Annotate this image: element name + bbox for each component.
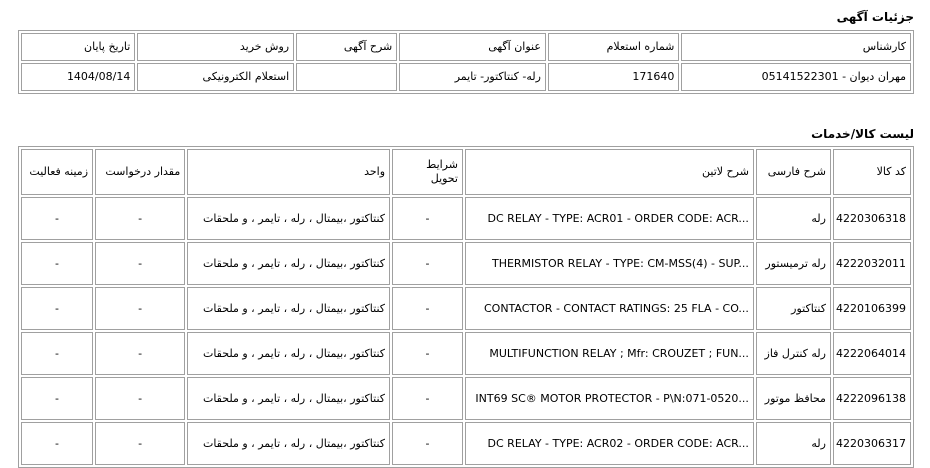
table-row: 4220306317 رله DC RELAY - TYPE: ACR02 - OR… bbox=[21, 422, 911, 465]
details-value-cell: 1404/08/14 bbox=[21, 63, 136, 91]
goods-header-cell: زمینه فعالیت bbox=[21, 149, 94, 195]
goods-cell: - bbox=[392, 242, 463, 285]
goods-cell: - bbox=[21, 422, 94, 465]
goods-cell: - bbox=[392, 422, 463, 465]
goods-cell: CONTACTOR - CONTACT RATINGS: 25 FLA - CO… bbox=[464, 287, 754, 330]
goods-cell: رله ترمیستور bbox=[755, 242, 831, 285]
goods-cell: - bbox=[21, 332, 94, 375]
goods-cell: - bbox=[21, 242, 94, 285]
goods-cell: - bbox=[95, 332, 186, 375]
goods-cell: 4220306317 bbox=[832, 422, 911, 465]
goods-cell: 4220106399 bbox=[832, 287, 911, 330]
goods-header-cell: واحد bbox=[187, 149, 391, 195]
goods-cell: - bbox=[21, 197, 94, 240]
goods-cell: DC RELAY - TYPE: ACR01 - ORDER CODE: ACR… bbox=[464, 197, 754, 240]
goods-cell: - bbox=[95, 197, 186, 240]
details-header-cell: شرح آگهی bbox=[296, 33, 398, 61]
table-row: 4222032011 رله ترمیستور THERMISTOR RELAY -… bbox=[21, 242, 911, 285]
goods-header-cell: مقدار درخواست bbox=[95, 149, 186, 195]
goods-cell: - bbox=[392, 287, 463, 330]
goods-header-row: کد کالا شرح فارسی شرح لاتین شرایط تحویل واحد… bbox=[21, 149, 911, 195]
goods-cell: کنتاکتور ،بیمتال ، رله ، تایمر ، و ملحقا… bbox=[187, 197, 391, 240]
goods-cell: - bbox=[95, 377, 186, 420]
details-header-cell: عنوان آگهی bbox=[399, 33, 546, 61]
goods-cell: INT69 SC® MOTOR PROTECTOR - P\N:071-0520… bbox=[464, 377, 754, 420]
goods-cell: - bbox=[392, 377, 463, 420]
goods-cell: - bbox=[95, 287, 186, 330]
details-value-cell: استعلام الکترونیکی bbox=[137, 63, 295, 91]
goods-header-cell: شرح لاتین bbox=[464, 149, 754, 195]
goods-cell: رله bbox=[755, 197, 831, 240]
details-value-row: مهران دیوان - 05141522301 171640 رله- کنتا… bbox=[21, 63, 911, 91]
details-header-row: کارشناس شماره استعلام عنوان آگهی شرح آگهی رو… bbox=[21, 33, 911, 61]
goods-cell: DC RELAY - TYPE: ACR02 - ORDER CODE: ACR… bbox=[464, 422, 754, 465]
goods-header-cell: شرح فارسی bbox=[755, 149, 831, 195]
details-value-cell: رله- کنتاکتور- تایمر bbox=[399, 63, 546, 91]
goods-table: کد کالا شرح فارسی شرح لاتین شرایط تحویل واحد… bbox=[18, 146, 914, 468]
goods-cell: رله bbox=[755, 422, 831, 465]
details-value-cell: 171640 bbox=[547, 63, 680, 91]
goods-cell: رله کنترل فاز bbox=[755, 332, 831, 375]
goods-cell: - bbox=[21, 287, 94, 330]
table-row: 4220106399 کنتاکتور CONTACTOR - CONTACT RA… bbox=[21, 287, 911, 330]
details-header-cell: شماره استعلام bbox=[547, 33, 680, 61]
goods-title: لیست کالا/خدمات bbox=[811, 127, 914, 141]
goods-header-cell: شرایط تحویل bbox=[392, 149, 463, 195]
goods-cell: - bbox=[392, 332, 463, 375]
table-row: 4220306318 رله DC RELAY - TYPE: ACR01 - OR… bbox=[21, 197, 911, 240]
goods-cell: - bbox=[95, 422, 186, 465]
details-value-cell: مهران دیوان - 05141522301 bbox=[681, 63, 911, 91]
goods-cell: 4222096138 bbox=[832, 377, 911, 420]
goods-cell: 4222064014 bbox=[832, 332, 911, 375]
goods-cell: کنتاکتور ،بیمتال ، رله ، تایمر ، و ملحقا… bbox=[187, 422, 391, 465]
goods-cell: - bbox=[392, 197, 463, 240]
goods-cell: کنتاکتور ،بیمتال ، رله ، تایمر ، و ملحقا… bbox=[187, 332, 391, 375]
goods-cell: THERMISTOR RELAY - TYPE: CM-MSS(4) - SUP… bbox=[464, 242, 754, 285]
goods-cell: کنتاکتور ،بیمتال ، رله ، تایمر ، و ملحقا… bbox=[187, 287, 391, 330]
details-header-cell: روش خرید bbox=[137, 33, 295, 61]
details-title: جزئیات آگهی bbox=[836, 10, 914, 24]
goods-cell: کنتاکتور ،بیمتال ، رله ، تایمر ، و ملحقا… bbox=[187, 377, 391, 420]
goods-cell: - bbox=[21, 377, 94, 420]
goods-cell: کنتاکتور ،بیمتال ، رله ، تایمر ، و ملحقا… bbox=[187, 242, 391, 285]
table-row: 4222096138 محافظ موتور INT69 SC® MOTOR PRO… bbox=[21, 377, 911, 420]
goods-header-cell: کد کالا bbox=[832, 149, 911, 195]
goods-cell: 4222032011 bbox=[832, 242, 911, 285]
table-row: 4222064014 رله کنترل فاز MULTIFUNCTION REL… bbox=[21, 332, 911, 375]
details-table: کارشناس شماره استعلام عنوان آگهی شرح آگهی رو… bbox=[18, 30, 914, 94]
details-value-cell bbox=[296, 63, 398, 91]
goods-cell: کنتاکتور bbox=[755, 287, 831, 330]
goods-cell: محافظ موتور bbox=[755, 377, 831, 420]
details-header-cell: تاریخ پایان bbox=[21, 33, 136, 61]
goods-cell: - bbox=[95, 242, 186, 285]
goods-cell: 4220306318 bbox=[832, 197, 911, 240]
goods-cell: MULTIFUNCTION RELAY ; Mfr: CROUZET ; FUN… bbox=[464, 332, 754, 375]
details-header-cell: کارشناس bbox=[681, 33, 911, 61]
